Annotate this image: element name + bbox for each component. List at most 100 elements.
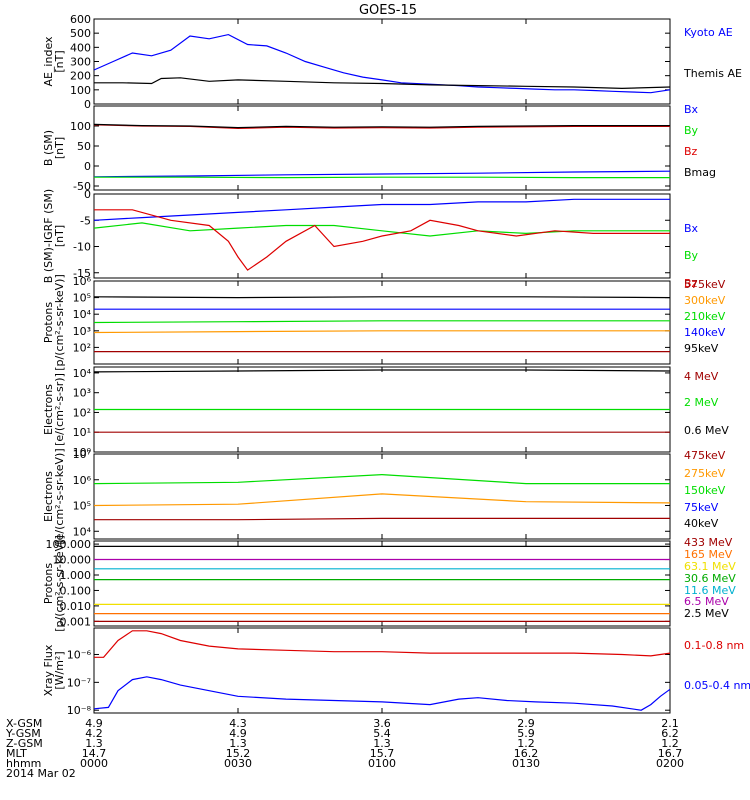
y-tick-label: 10⁻⁸ <box>67 704 92 717</box>
y-axis-label: [p/(cm²-s-sr-keV)] <box>53 535 66 632</box>
legend-entry: 11.6 MeV <box>684 584 736 597</box>
y-tick-label: 10² <box>73 341 91 354</box>
time-axis: X-GSM 4.9 4.3 3.6 2.9 2.1Y-GSM 4.2 4.9 5.4 5.9 6.2… <box>5 717 684 780</box>
y-axis-label: [p/(cm²-s-sr-keV)] <box>53 274 66 371</box>
ephemeris-value: 1.2 <box>517 737 535 750</box>
series-line-bz <box>94 209 670 271</box>
legend-entry: Bx <box>684 103 699 116</box>
ephemeris-value: 1.3 <box>85 737 103 750</box>
y-axis-label: [e/(cm²-s-sr-keV)] <box>53 448 66 544</box>
date-label: 2014 Mar 02 <box>6 767 76 780</box>
y-tick-label: 10³ <box>73 387 91 400</box>
series-line-themis-ae <box>94 77 670 90</box>
legend-entry: 6.5 MeV <box>684 595 729 608</box>
ephemeris-value: 16.2 <box>514 747 539 760</box>
series-line-0-1-0-8-nm <box>94 630 670 658</box>
series-line-95kev <box>94 296 670 299</box>
ephemeris-value: 0000 <box>80 757 108 770</box>
y-tick-label: 10¹ <box>73 426 91 439</box>
y-axis-label: [nT] <box>53 50 66 72</box>
ephemeris-label: Y-GSM <box>5 727 41 740</box>
y-tick-label: 1.000 <box>60 569 92 582</box>
y-tick-label: 10⁻⁷ <box>67 676 91 689</box>
ephemeris-value: 4.2 <box>85 727 103 740</box>
y-axis-label: [nT] <box>53 137 66 159</box>
y-tick-label: 10⁻⁶ <box>67 648 92 661</box>
ephemeris-value: 2.1 <box>661 717 679 730</box>
ephemeris-value: 5.9 <box>517 727 535 740</box>
y-tick-label: 10⁴ <box>73 367 92 380</box>
y-axis-label: AE_index <box>42 36 55 87</box>
legend-entry: 95keV <box>684 342 719 355</box>
series-line-0-05-0-4-nm <box>94 676 670 711</box>
series-line-210kev <box>94 320 670 324</box>
y-tick-label: -50 <box>73 180 91 193</box>
legend-entry: By <box>684 124 699 137</box>
y-tick-label: 300 <box>70 56 91 69</box>
series-line-kyoto-ae <box>94 33 670 94</box>
panel-5: 10⁰ 10¹ 10² 10³ 10⁴ Electrons[e/(cm²-s-sr)] 4 … <box>42 366 729 459</box>
y-tick-label: 10⁴ <box>73 525 92 538</box>
y-tick-label: 10⁰ <box>73 446 92 459</box>
panel-7: 0.001 0.010 0.100 1.000 10.000 100.000 Protons… <box>42 535 736 632</box>
ephemeris-value: 14.7 <box>82 747 107 760</box>
y-tick-label: 10⁶ <box>73 474 92 487</box>
panel-frame <box>93 18 671 105</box>
legend-entry: 275keV <box>684 467 726 480</box>
ephemeris-label: MLT <box>6 747 27 760</box>
y-tick-label: 0.100 <box>60 584 92 597</box>
y-tick-label: 10³ <box>73 325 91 338</box>
y-tick-label: 0.010 <box>60 600 92 613</box>
legend-entry: 475keV <box>684 449 726 462</box>
panel-3: -15 -10 -5 0 B (SM)-IGRF (SM)[nT] Bx By Bz <box>42 188 699 290</box>
y-tick-label: 100 <box>70 84 91 97</box>
ephemeris-label: X-GSM <box>6 717 42 730</box>
ephemeris-value: 4.9 <box>229 727 247 740</box>
series-line-0-6-mev <box>94 369 670 373</box>
y-tick-label: 500 <box>70 27 91 40</box>
y-axis-label: Protons <box>42 563 55 604</box>
series-line-300kev <box>94 330 670 334</box>
legend-entry: 30.6 MeV <box>684 572 736 585</box>
ephemeris-value: 2.9 <box>517 717 535 730</box>
legend-entry: 0.6 MeV <box>684 424 729 437</box>
y-tick-label: 0 <box>84 160 91 173</box>
ephemeris-value: 0030 <box>224 757 252 770</box>
legend-entry: 0.05-0.4 nm <box>684 679 750 692</box>
series-line-bx <box>94 170 670 178</box>
y-tick-label: 600 <box>70 13 91 26</box>
y-axis-label: [nT] <box>53 225 66 247</box>
plot-title: GOES-15 <box>359 3 417 18</box>
legend-entry: 75keV <box>684 501 719 514</box>
ephemeris-value: 3.6 <box>373 717 391 730</box>
y-axis-label: Xray Flux <box>42 644 55 696</box>
y-tick-label: 50 <box>77 140 91 153</box>
y-tick-label: 100 <box>70 120 91 133</box>
legend-entry: 63.1 MeV <box>684 560 736 573</box>
y-tick-label: 0 <box>84 98 91 111</box>
panel-frame <box>93 453 671 540</box>
ephemeris-label: Z-GSM <box>6 737 43 750</box>
legend-entry: 4 MeV <box>684 370 719 383</box>
series-line-bmag <box>94 123 670 129</box>
series-line-by <box>94 222 670 237</box>
y-tick-label: 0 <box>84 188 91 201</box>
legend-entry: Kyoto AE <box>684 26 733 39</box>
panel-8: 10⁻⁸ 10⁻⁷ 10⁻⁶ Xray Flux[W/m²] 0.1-0.8 nm 0.0… <box>42 627 750 717</box>
ephemeris-value: 5.4 <box>373 727 391 740</box>
legend-entry: Themis AE <box>683 67 742 80</box>
series-line-475kev <box>94 517 670 521</box>
ephemeris-value: 4.9 <box>85 717 103 730</box>
ephemeris-label: hhmm <box>6 757 41 770</box>
y-tick-label: 10⁶ <box>73 275 92 288</box>
legend-entry: 140keV <box>684 326 726 339</box>
y-tick-label: 10² <box>73 406 91 419</box>
legend-entry: 40keV <box>684 517 719 530</box>
y-tick-label: 10⁷ <box>73 448 91 461</box>
y-tick-label: 10⁵ <box>73 500 91 513</box>
y-axis-label: Electrons <box>42 471 55 522</box>
legend-entry: 2.5 MeV <box>684 607 729 620</box>
series-line-bx <box>94 198 670 221</box>
